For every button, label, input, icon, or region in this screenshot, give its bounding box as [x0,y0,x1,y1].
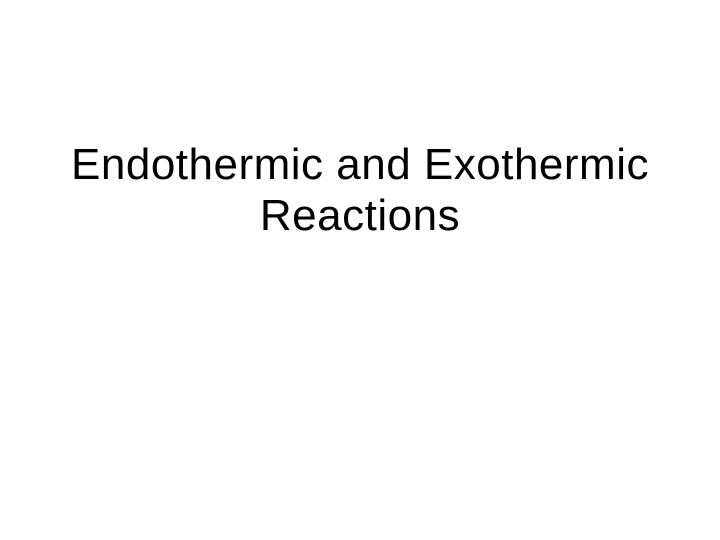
slide-title: Endothermic and Exothermic Reactions [60,140,660,241]
slide-container: Endothermic and Exothermic Reactions [0,0,720,540]
